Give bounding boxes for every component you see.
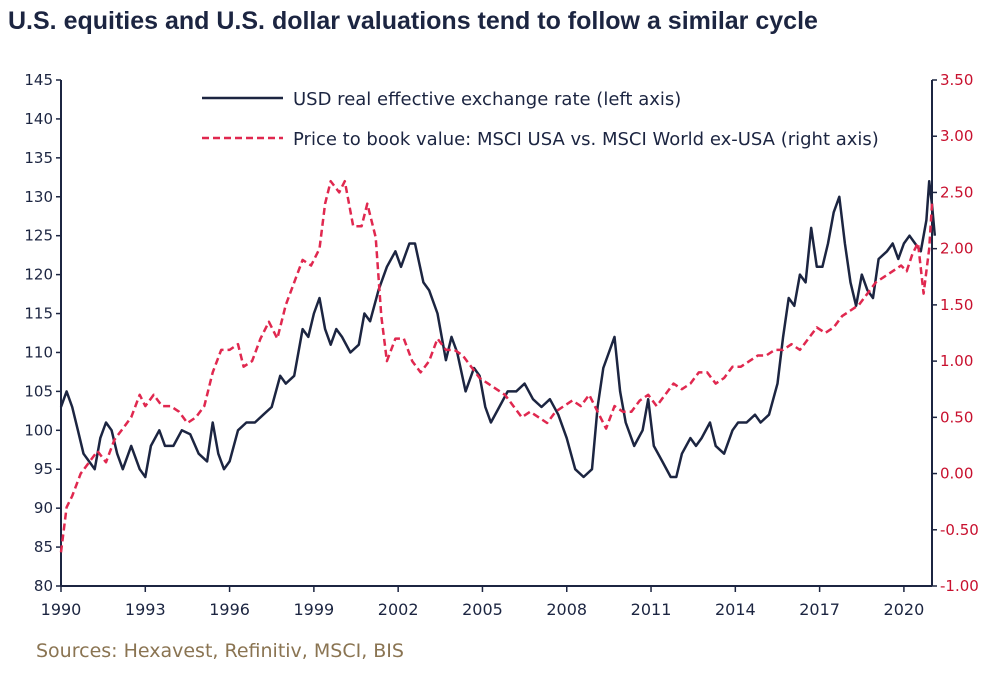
left-tick-label: 140 bbox=[24, 110, 53, 128]
right-tick-label: 0.50 bbox=[940, 408, 973, 426]
left-tick-label: 90 bbox=[34, 499, 53, 517]
legend-label-pb: Price to book value: MSCI USA vs. MSCI W… bbox=[293, 129, 879, 150]
x-tick-label: 2020 bbox=[884, 600, 925, 619]
left-tick-label: 85 bbox=[34, 538, 53, 556]
x-tick-label: 1999 bbox=[294, 600, 335, 619]
axes: 80 85 90 95 100 105 110 115 120 125 130 135 140 145 -1… bbox=[24, 71, 978, 619]
left-tick-label: 130 bbox=[24, 188, 53, 206]
left-tick-label: 100 bbox=[24, 421, 53, 439]
left-tick-label: 95 bbox=[34, 460, 53, 478]
left-tick-label: 80 bbox=[34, 577, 53, 595]
right-tick-label: -1.00 bbox=[940, 577, 979, 595]
right-tick-label: 3.50 bbox=[940, 71, 973, 89]
series-usd-line bbox=[59, 179, 937, 479]
left-tick-label: 120 bbox=[24, 266, 53, 284]
right-tick-label: 2.50 bbox=[940, 183, 973, 201]
x-tick-label: 1990 bbox=[41, 600, 82, 619]
legend: USD real effective exchange rate (left a… bbox=[202, 89, 879, 150]
right-tick-label: 1.50 bbox=[940, 296, 973, 314]
chart-title: U.S. equities and U.S. dollar valuations… bbox=[8, 7, 818, 35]
x-tick-label: 2014 bbox=[715, 600, 756, 619]
right-tick-label: -0.50 bbox=[940, 521, 979, 539]
usd-line-path bbox=[59, 179, 937, 479]
x-tick-label: 2017 bbox=[799, 600, 840, 619]
left-tick-label: 135 bbox=[24, 149, 53, 167]
right-tick-label: 0.00 bbox=[940, 465, 973, 483]
x-tick-label: 2002 bbox=[378, 600, 419, 619]
x-tick-label: 1993 bbox=[125, 600, 166, 619]
right-tick-label: 3.00 bbox=[940, 127, 973, 145]
right-tick-label: 1.00 bbox=[940, 352, 973, 370]
x-tick-label: 2005 bbox=[462, 600, 503, 619]
left-tick-label: 115 bbox=[24, 305, 53, 323]
left-tick-label: 145 bbox=[24, 71, 53, 89]
x-tick-label: 1996 bbox=[209, 600, 250, 619]
x-tick-label: 2011 bbox=[631, 600, 672, 619]
x-tick-label: 2008 bbox=[546, 600, 587, 619]
left-tick-label: 125 bbox=[24, 227, 53, 245]
pb-line-path bbox=[59, 179, 934, 553]
series-pb-line bbox=[59, 179, 934, 553]
legend-label-usd: USD real effective exchange rate (left a… bbox=[293, 89, 681, 110]
right-tick-label: 2.00 bbox=[940, 240, 973, 258]
left-tick-label: 110 bbox=[24, 343, 53, 361]
left-tick-label: 105 bbox=[24, 382, 53, 400]
source-note: Sources: Hexavest, Refinitiv, MSCI, BIS bbox=[36, 640, 404, 662]
